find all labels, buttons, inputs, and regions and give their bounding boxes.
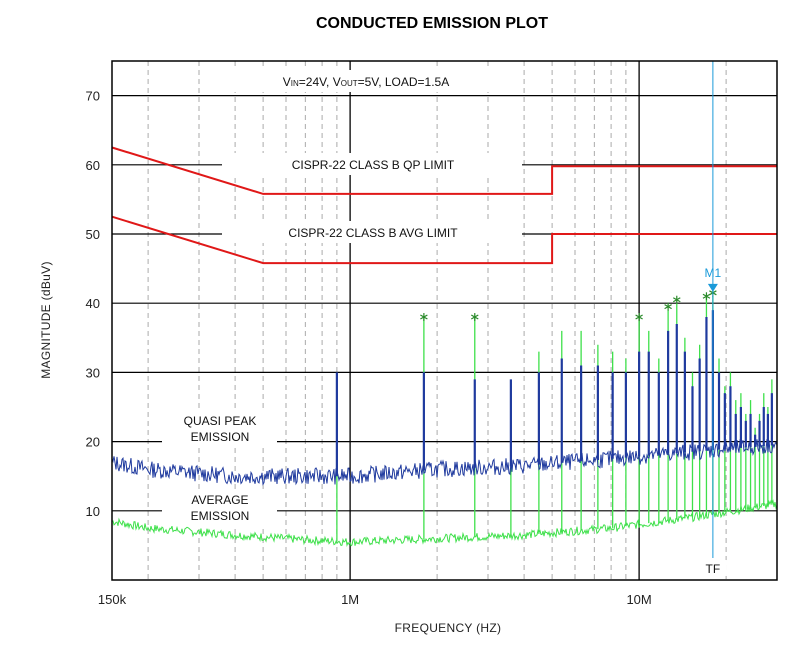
- plot-frame: [111, 60, 778, 581]
- limit-lines: [111, 146, 777, 265]
- peak-star: [672, 295, 681, 304]
- peak-star-stroke: [420, 314, 428, 320]
- y-tick-label: 20: [86, 435, 100, 450]
- avg-limit-line: [111, 215, 777, 265]
- y-tick-label: 60: [86, 158, 100, 173]
- y-axis: 10 20 30 40 50 60 70: [86, 89, 100, 519]
- x-axis: 150k 1M 10M: [98, 592, 652, 607]
- peak-star-stroke: [470, 314, 479, 320]
- average-label-2: EMISSION: [191, 509, 250, 523]
- y-tick-label: 10: [86, 504, 100, 519]
- y-tick-label: 40: [86, 296, 100, 311]
- peak-star: [664, 302, 672, 311]
- x-axis-label: FREQUENCY (HZ): [395, 621, 502, 635]
- peak-star-stroke: [702, 293, 711, 299]
- x-tick-label: 1M: [341, 592, 359, 607]
- y-tick-label: 70: [86, 89, 100, 104]
- chart-title: CONDUCTED EMISSION PLOT: [316, 15, 548, 32]
- avg-limit-label: CISPR-22 CLASS B AVG LIMIT: [288, 226, 458, 240]
- peak-star-stroke: [664, 304, 672, 310]
- x-tick-label: 150k: [98, 592, 127, 607]
- peak-star: [702, 292, 711, 301]
- y-tick-label: 50: [86, 227, 100, 242]
- marker-bottom-label: TF: [706, 562, 721, 576]
- x-tick-label: 10M: [626, 592, 651, 607]
- marker-label: M1: [705, 266, 722, 280]
- peak-star: [635, 313, 643, 322]
- peak-star: [470, 313, 479, 322]
- quasi-peak-label-1: QUASI PEAK: [184, 414, 257, 428]
- m1-marker: M1 TF: [698, 61, 727, 576]
- peak-markers: [420, 288, 717, 322]
- marker-arrow: [707, 283, 718, 292]
- qp-limit-label: CISPR-22 CLASS B QP LIMIT: [292, 158, 455, 172]
- average-baseline: [111, 499, 778, 548]
- quasi-peak-baseline: [111, 438, 778, 486]
- qp-limit-line: [111, 146, 777, 195]
- conditions-label: VIN=24V, VOUT=5V, LOAD=1.5A: [283, 75, 449, 89]
- quasi-peak-label-2: EMISSION: [191, 430, 250, 444]
- peak-star-stroke: [672, 297, 681, 303]
- y-axis-label: MAGNITUDE (dBuV): [39, 261, 53, 378]
- peak-star-stroke: [635, 314, 643, 320]
- peak-star: [420, 313, 428, 322]
- average-label-1: AVERAGE: [191, 493, 248, 507]
- marker-bottom-bg: [698, 560, 727, 576]
- y-tick-label: 30: [86, 365, 100, 380]
